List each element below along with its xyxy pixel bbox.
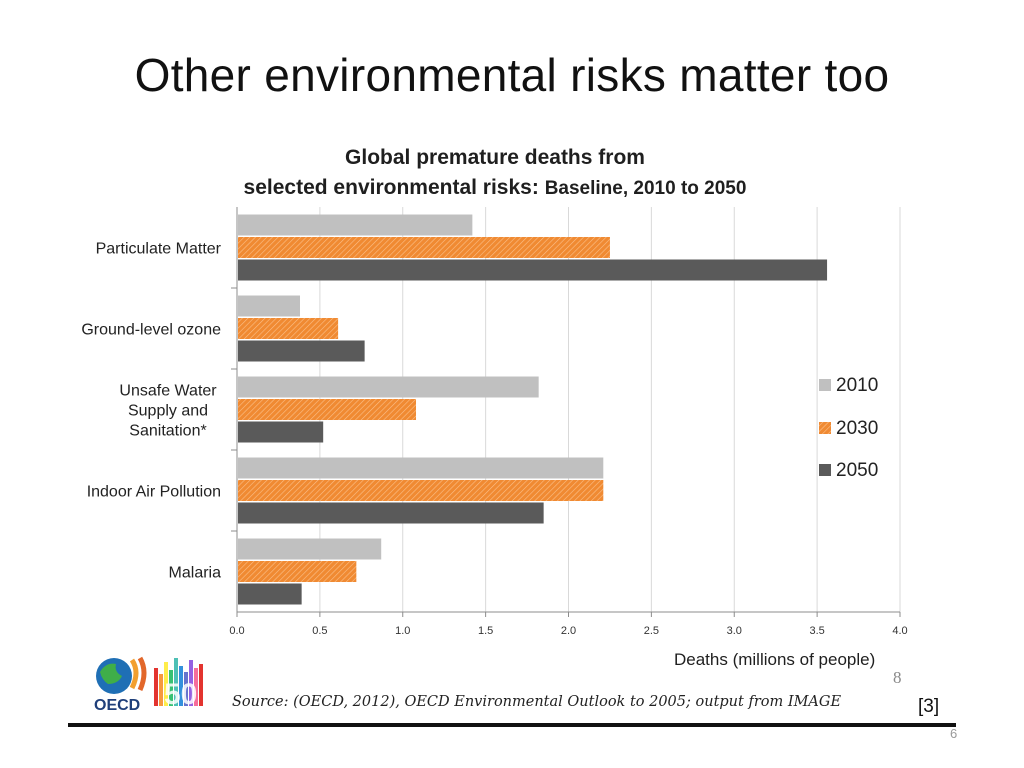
source-citation: Source: (OECD, 2012), OECD Environmental… bbox=[232, 694, 842, 710]
bar-2050 bbox=[238, 583, 302, 605]
x-tick-label: 1.0 bbox=[395, 625, 410, 637]
chart-title-line1: Global premature deaths from bbox=[345, 146, 645, 169]
bar-2030 bbox=[238, 399, 417, 420]
bar-2030 bbox=[238, 318, 339, 339]
x-tick-label: 0.0 bbox=[229, 625, 244, 637]
bar-2010 bbox=[238, 295, 300, 317]
bar-2030 bbox=[238, 561, 357, 582]
x-tick-label: 4.0 bbox=[892, 625, 907, 637]
x-tick-label: 3.5 bbox=[809, 625, 824, 637]
legend-label: 2010 bbox=[836, 375, 878, 396]
logo-text: OECD bbox=[94, 697, 140, 712]
chart-title-sub: Baseline, 2010 to 2050 bbox=[544, 178, 747, 199]
bar-2010 bbox=[238, 538, 382, 560]
category-label: Indoor Air Pollution bbox=[87, 484, 221, 501]
x-axis-title: Deaths (millions of people) bbox=[674, 650, 876, 669]
bar-2050 bbox=[238, 502, 544, 524]
slide-title: Other environmental risks matter too bbox=[134, 49, 890, 101]
x-tick-label: 0.5 bbox=[312, 625, 327, 637]
logo-number: 50 bbox=[164, 678, 197, 711]
x-tick-label: 1.5 bbox=[478, 625, 493, 637]
page-mark: 8 bbox=[893, 668, 902, 687]
bar-2010 bbox=[238, 214, 473, 236]
x-tick-label: 2.0 bbox=[561, 625, 576, 637]
bar-2050 bbox=[238, 259, 828, 281]
oecd-50-logo-icon: OECD 50 bbox=[94, 656, 203, 714]
x-tick-label: 3.0 bbox=[727, 625, 742, 637]
chart-title-line2: selected environmental risks: Baseline, … bbox=[150, 176, 840, 200]
bar-2050 bbox=[238, 340, 365, 362]
legend-label: 2030 bbox=[836, 418, 878, 439]
legend-swatch-2010 bbox=[819, 379, 831, 391]
chart-title-main: selected environmental risks: bbox=[243, 176, 539, 199]
legend-swatch-2050 bbox=[819, 464, 831, 476]
category-label: Sanitation* bbox=[129, 423, 206, 440]
category-label: Malaria bbox=[169, 565, 222, 582]
reference-marker: [3] bbox=[918, 696, 940, 717]
bar-2010 bbox=[238, 376, 539, 398]
category-label: Ground-level ozone bbox=[81, 322, 221, 339]
bar-2030 bbox=[238, 480, 604, 501]
category-label: Unsafe Water bbox=[119, 383, 217, 400]
legend-label: 2050 bbox=[836, 460, 878, 481]
bar-2010 bbox=[238, 457, 604, 479]
category-label: Particulate Matter bbox=[96, 241, 222, 258]
category-label: Supply and bbox=[128, 403, 208, 420]
footer-divider bbox=[68, 723, 956, 727]
legend-swatch-2030 bbox=[819, 422, 831, 434]
oecd-logo: OECD 50 bbox=[92, 654, 222, 717]
bar-2050 bbox=[238, 421, 324, 443]
bar-2030 bbox=[238, 237, 610, 258]
x-tick-label: 2.5 bbox=[644, 625, 659, 637]
slide-number: 6 bbox=[950, 726, 958, 741]
